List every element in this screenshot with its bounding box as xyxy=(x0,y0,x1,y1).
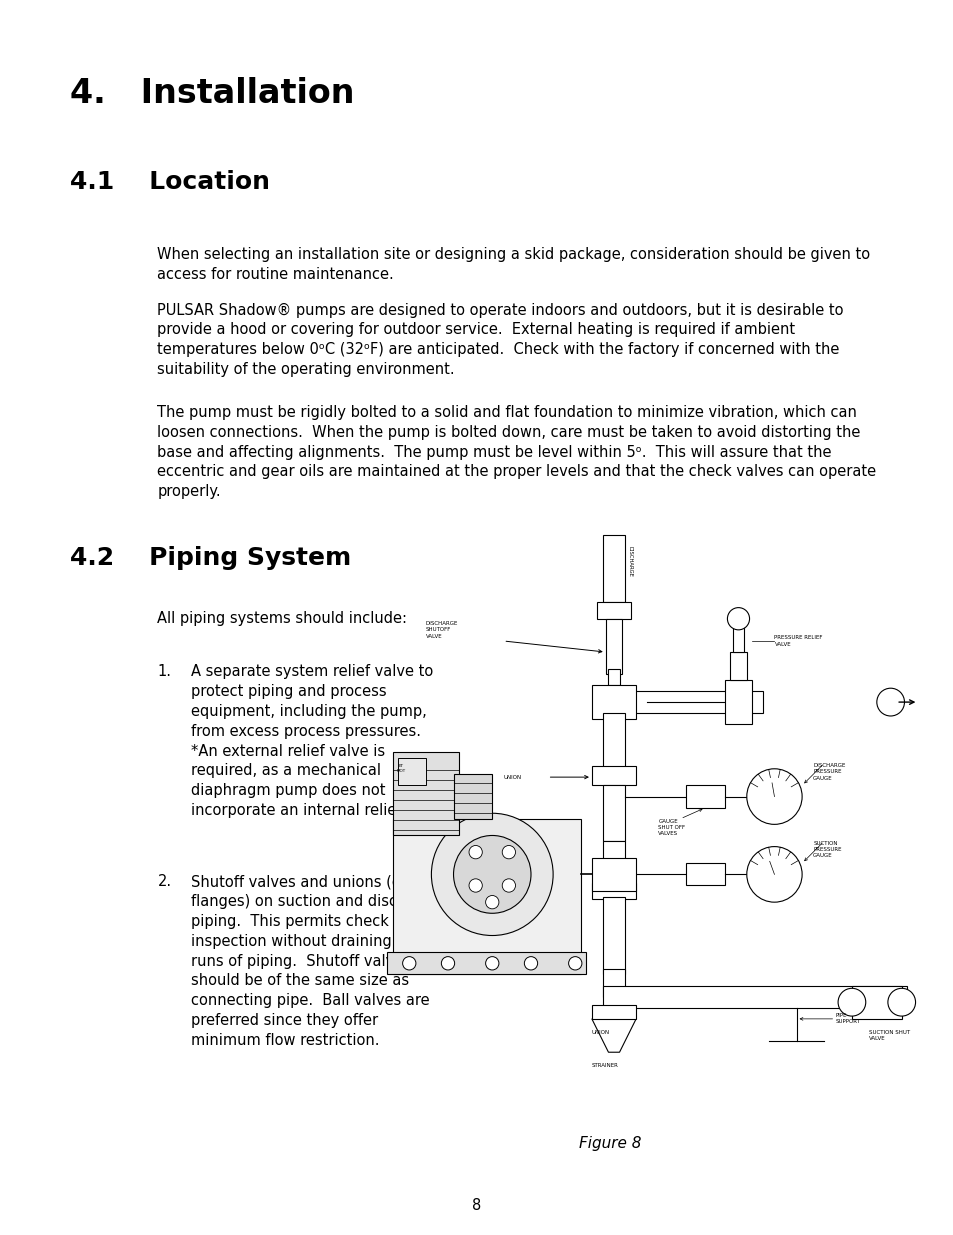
Text: 2.: 2. xyxy=(157,874,172,889)
Text: UNION: UNION xyxy=(503,774,521,779)
Bar xyxy=(591,883,636,899)
Text: 4.1    Location: 4.1 Location xyxy=(70,170,270,194)
Circle shape xyxy=(453,836,531,914)
Circle shape xyxy=(469,879,482,892)
Bar xyxy=(453,774,492,819)
Bar xyxy=(397,758,425,785)
Bar xyxy=(724,679,752,724)
Text: 4.   Installation: 4. Installation xyxy=(70,77,354,110)
Text: PULSAR Shadow® pumps are designed to operate indoors and outdoors, but it is des: PULSAR Shadow® pumps are designed to ope… xyxy=(157,303,843,377)
Circle shape xyxy=(485,957,498,969)
Circle shape xyxy=(726,608,749,630)
Text: SUCTION
PRESSURE
GAUGE: SUCTION PRESSURE GAUGE xyxy=(812,841,841,858)
Bar xyxy=(685,863,724,885)
Bar xyxy=(602,785,624,841)
Bar xyxy=(591,857,636,892)
Text: PRESSURE RELIEF
VALVE: PRESSURE RELIEF VALVE xyxy=(774,635,822,647)
Bar xyxy=(597,603,630,619)
Text: DISCHARGE: DISCHARGE xyxy=(627,547,632,578)
Polygon shape xyxy=(591,1019,636,1052)
Bar xyxy=(732,625,743,652)
Text: UNION: UNION xyxy=(591,1030,609,1035)
Circle shape xyxy=(501,879,515,892)
Circle shape xyxy=(402,957,416,969)
Circle shape xyxy=(469,846,482,858)
Text: 4.2    Piping System: 4.2 Piping System xyxy=(70,546,351,569)
Bar xyxy=(602,536,624,603)
Text: DISCHARGE
PRESSURE
GAUGE: DISCHARGE PRESSURE GAUGE xyxy=(812,763,844,781)
Text: A separate system relief valve to
protect piping and process
equipment, includin: A separate system relief valve to protec… xyxy=(191,664,433,818)
Circle shape xyxy=(746,768,801,825)
Text: STRAINER: STRAINER xyxy=(591,1063,618,1068)
Text: PIPE
SUPPORT: PIPE SUPPORT xyxy=(835,1013,860,1025)
Bar xyxy=(624,692,762,714)
Text: All piping systems should include:: All piping systems should include: xyxy=(157,611,407,626)
Bar xyxy=(393,819,580,974)
Circle shape xyxy=(441,957,455,969)
Circle shape xyxy=(568,957,581,969)
Circle shape xyxy=(876,688,903,716)
Bar xyxy=(608,669,618,685)
Circle shape xyxy=(746,847,801,902)
Circle shape xyxy=(524,957,537,969)
Bar xyxy=(591,1005,636,1019)
Text: 1.: 1. xyxy=(157,664,172,679)
Text: Figure 8: Figure 8 xyxy=(578,1136,641,1151)
Text: DISCHARGE
SHUTOFF
VALVE: DISCHARGE SHUTOFF VALVE xyxy=(425,621,457,638)
Circle shape xyxy=(887,988,915,1016)
Bar xyxy=(851,986,901,1019)
Circle shape xyxy=(485,895,498,909)
Bar xyxy=(605,619,621,674)
Bar xyxy=(387,952,586,974)
Bar xyxy=(602,897,624,974)
Bar xyxy=(602,986,906,1008)
Bar xyxy=(602,714,624,768)
Text: When selecting an installation site or designing a skid package, consideration s: When selecting an installation site or d… xyxy=(157,247,870,282)
Circle shape xyxy=(838,988,865,1016)
Text: ET
MOT: ET MOT xyxy=(395,764,405,773)
Circle shape xyxy=(431,814,553,936)
Bar xyxy=(729,652,746,679)
Bar xyxy=(591,685,636,719)
Bar xyxy=(602,968,624,997)
Text: 8: 8 xyxy=(472,1198,481,1213)
Text: GAUGE
SHUT OFF
VALVES: GAUGE SHUT OFF VALVES xyxy=(658,819,684,836)
Bar xyxy=(393,752,458,836)
Text: SUCTION SHUT
VALVE: SUCTION SHUT VALVE xyxy=(867,1030,909,1041)
Bar xyxy=(602,841,624,885)
Text: The pump must be rigidly bolted to a solid and flat foundation to minimize vibra: The pump must be rigidly bolted to a sol… xyxy=(157,405,876,499)
Circle shape xyxy=(501,846,515,858)
Text: Shutoff valves and unions (or
flanges) on suction and discharge
piping.  This pe: Shutoff valves and unions (or flanges) o… xyxy=(191,874,438,1047)
Bar xyxy=(685,785,724,808)
Bar xyxy=(591,766,636,785)
